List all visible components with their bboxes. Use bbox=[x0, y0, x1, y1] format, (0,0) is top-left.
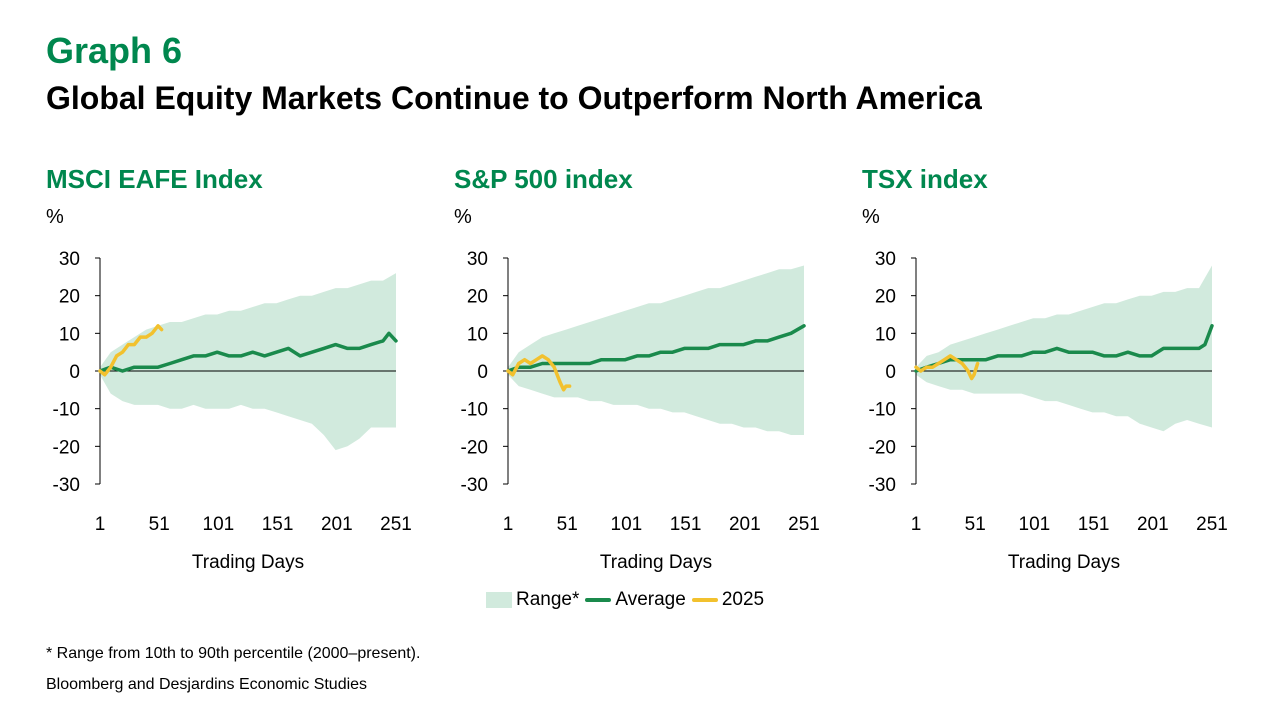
y-tick-label: 30 bbox=[59, 249, 80, 270]
x-tick-label: 151 bbox=[262, 514, 294, 535]
legend-label-range: Range* bbox=[516, 589, 580, 610]
chart-panel-tsx: TSX index % 30 20 10 0 -10 -20 -30 1 51 101 151 201… bbox=[862, 160, 1262, 580]
legend-item-range: Range* bbox=[486, 589, 579, 611]
y-tick-label: 10 bbox=[467, 324, 488, 345]
y-tick-label: 0 bbox=[885, 362, 896, 383]
chart-panel-sp500: S&P 500 index % 30 20 10 0 -10 -20 -30 1 51 101 15… bbox=[454, 160, 854, 580]
range-band bbox=[508, 265, 804, 435]
x-tick-label: 251 bbox=[1196, 514, 1228, 535]
y-tick-label: 20 bbox=[467, 287, 488, 308]
x-tick-label: 251 bbox=[380, 514, 412, 535]
x-tick-label: 201 bbox=[321, 514, 353, 535]
x-tick-label: 1 bbox=[503, 514, 514, 535]
y-tick-label: 10 bbox=[59, 324, 80, 345]
y-tick-label: -30 bbox=[461, 475, 488, 496]
y-tick-label: 0 bbox=[477, 362, 488, 383]
footnote: * Range from 10th to 90th percentile (20… bbox=[46, 645, 421, 662]
x-tick-label: 101 bbox=[1019, 514, 1051, 535]
range-band bbox=[916, 265, 1212, 432]
y-axis-unit: % bbox=[46, 206, 64, 228]
range-band bbox=[100, 273, 396, 451]
x-tick-label: 251 bbox=[788, 514, 820, 535]
legend-item-2025: 2025 bbox=[691, 589, 765, 611]
graph-title: Global Equity Markets Continue to Outper… bbox=[46, 80, 982, 116]
y-tick-label: -20 bbox=[869, 437, 896, 458]
x-tick-label: 51 bbox=[965, 514, 986, 535]
chart-legend: Range* Average 2025 bbox=[486, 588, 770, 612]
legend-label-average: Average bbox=[615, 589, 686, 610]
x-tick-label: 101 bbox=[611, 514, 643, 535]
x-tick-label: 1 bbox=[95, 514, 106, 535]
y-axis-unit: % bbox=[862, 206, 880, 228]
y-tick-label: 30 bbox=[467, 249, 488, 270]
y-tick-label: 0 bbox=[69, 362, 80, 383]
x-axis-title: Trading Days bbox=[1008, 552, 1120, 573]
graph-number: Graph 6 bbox=[46, 30, 183, 71]
series-line-average bbox=[506, 324, 806, 373]
chart-title: S&P 500 index bbox=[454, 164, 633, 194]
y-axis-unit: % bbox=[454, 206, 472, 228]
x-tick-label: 151 bbox=[670, 514, 702, 535]
y-tick-label: -30 bbox=[53, 475, 80, 496]
series-line-average bbox=[98, 331, 398, 373]
series-line-2025 bbox=[98, 324, 164, 377]
chart-title: MSCI EAFE Index bbox=[46, 164, 263, 194]
legend-swatch-2025 bbox=[691, 598, 718, 602]
y-tick-label: -10 bbox=[461, 400, 488, 421]
x-tick-label: 201 bbox=[729, 514, 761, 535]
legend-item-average: Average bbox=[585, 589, 686, 611]
legend-swatch-average bbox=[585, 598, 612, 602]
x-tick-label: 151 bbox=[1078, 514, 1110, 535]
x-tick-label: 1 bbox=[911, 514, 922, 535]
source-note: Bloomberg and Desjardins Economic Studie… bbox=[46, 676, 368, 693]
series-line-2025 bbox=[914, 354, 980, 381]
y-tick-label: 20 bbox=[59, 287, 80, 308]
x-tick-label: 51 bbox=[557, 514, 578, 535]
series-line-average bbox=[914, 324, 1214, 373]
chart-title: TSX index bbox=[862, 164, 988, 194]
x-tick-label: 101 bbox=[203, 514, 235, 535]
y-tick-label: -10 bbox=[53, 400, 80, 421]
y-tick-label: -20 bbox=[461, 437, 488, 458]
y-tick-label: -10 bbox=[869, 400, 896, 421]
y-tick-label: 10 bbox=[875, 324, 896, 345]
y-tick-label: -20 bbox=[53, 437, 80, 458]
legend-label-2025: 2025 bbox=[721, 589, 765, 610]
series-line-2025 bbox=[506, 354, 572, 392]
legend-swatch-range bbox=[486, 592, 512, 608]
x-tick-label: 201 bbox=[1137, 514, 1169, 535]
y-tick-label: 20 bbox=[875, 287, 896, 308]
x-axis-title: Trading Days bbox=[600, 552, 712, 573]
y-tick-label: -30 bbox=[869, 475, 896, 496]
chart-panel-msci-eafe: MSCI EAFE Index % 30 20 10 0 -10 -20 -30 1 51 101… bbox=[46, 160, 446, 580]
y-tick-label: 30 bbox=[875, 249, 896, 270]
x-tick-label: 51 bbox=[149, 514, 170, 535]
x-axis-title: Trading Days bbox=[192, 552, 304, 573]
